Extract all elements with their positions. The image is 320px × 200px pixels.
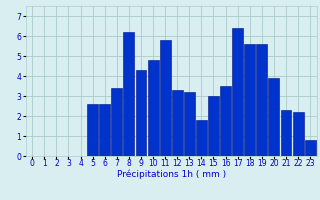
Bar bbox=[184, 92, 195, 156]
Bar bbox=[208, 96, 219, 156]
Bar bbox=[305, 140, 316, 156]
Bar bbox=[136, 70, 147, 156]
Bar bbox=[124, 32, 134, 156]
Bar bbox=[232, 28, 243, 156]
Bar bbox=[268, 78, 279, 156]
Bar bbox=[87, 104, 98, 156]
Bar bbox=[196, 120, 207, 156]
Bar bbox=[160, 40, 171, 156]
Bar bbox=[244, 44, 255, 156]
Bar bbox=[292, 112, 303, 156]
Bar bbox=[281, 110, 292, 156]
X-axis label: Précipitations 1h ( mm ): Précipitations 1h ( mm ) bbox=[116, 169, 226, 179]
Bar bbox=[111, 88, 122, 156]
Bar bbox=[148, 60, 158, 156]
Bar bbox=[220, 86, 231, 156]
Bar bbox=[256, 44, 267, 156]
Bar bbox=[172, 90, 183, 156]
Bar bbox=[99, 104, 110, 156]
